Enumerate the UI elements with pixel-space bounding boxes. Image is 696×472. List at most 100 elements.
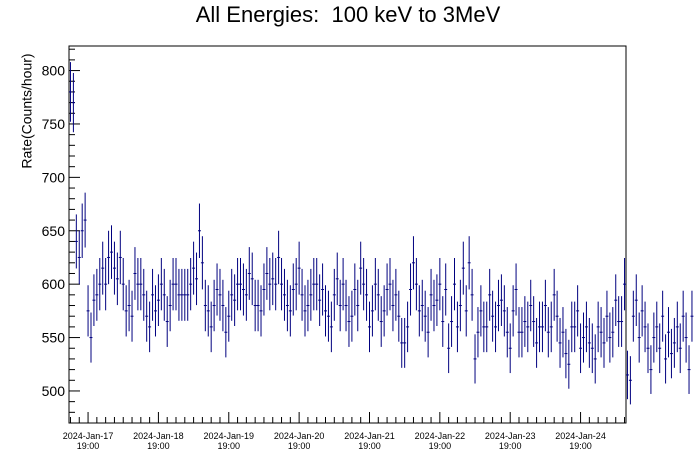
x-tick-label-time: 19:00 [288,441,311,451]
data-point [174,258,178,311]
data-point [139,258,143,311]
data-point [453,258,456,311]
data-point [397,290,401,342]
data-point [602,317,606,368]
data-point [195,252,198,306]
data-point [89,312,93,363]
data-point [502,285,506,337]
x-tick-label-time: 19:00 [569,441,592,451]
data-point [329,301,333,353]
data-point [180,268,184,321]
data-point [520,307,524,358]
data-point [491,290,495,342]
data-point [233,274,237,327]
data-point [197,203,201,258]
data-point [661,290,665,342]
x-tick-label-time: 19:00 [77,441,100,451]
data-point [283,268,286,321]
data-point [159,258,163,311]
data-point [382,285,386,337]
data-point [626,350,629,400]
data-point [142,268,146,321]
data-point [362,258,366,311]
data-point [376,268,380,321]
data-point [429,268,433,321]
data-point [584,301,588,353]
data-point [470,268,474,321]
data-point [655,301,659,353]
data-point [561,307,565,358]
data-point [505,307,509,358]
data-point [256,279,260,332]
data-point [435,274,439,327]
data-point [432,279,436,332]
data-point [154,285,157,337]
x-axis: 2024-Jan-1719:002024-Jan-1819:002024-Jan… [63,412,626,451]
data-point [221,279,225,332]
data-point [582,312,585,363]
data-point [485,301,489,353]
data-point [177,268,181,321]
data-point [494,301,498,353]
y-tick-label: 700 [42,169,66,185]
data-point [414,258,418,311]
data-point [124,285,128,337]
data-point [684,312,688,363]
data-point [324,285,327,337]
data-point [326,290,330,342]
data-point [646,323,650,374]
data-point [394,268,398,321]
data-point [115,252,119,306]
data-point [385,263,389,316]
data-point [98,258,102,311]
data-point [590,323,594,374]
data-point [623,258,626,311]
data-point [121,258,125,311]
data-point [297,241,301,295]
data-point [681,290,685,342]
data-point [309,268,313,321]
data-point [497,279,500,332]
data-point [576,285,580,337]
x-tick-label-date: 2024-Jan-21 [344,431,395,441]
data-point [417,285,421,337]
data-point [391,279,395,332]
data-point [291,263,295,316]
data-point [473,334,477,384]
data-point [599,307,603,358]
data-point [277,230,281,285]
data-point [80,203,84,258]
x-tick-label-date: 2024-Jan-23 [485,431,536,441]
data-point [356,279,360,332]
data-point [438,258,442,311]
chart-title: All Energies: 100 keV to 3MeV [195,2,501,27]
data-point [411,236,415,290]
data-point [400,317,404,368]
data-point [268,258,272,311]
data-point [344,279,348,332]
y-tick-label: 500 [42,383,66,399]
data-point [482,301,486,353]
data-point [514,263,518,316]
data-point [643,301,647,353]
data-point [538,301,541,353]
data-point [206,285,210,337]
data-point [312,258,316,311]
data-point [403,317,407,368]
data-point [148,301,152,353]
data-point [441,296,445,347]
data-point [388,258,392,311]
x-tick-label-date: 2024-Jan-24 [555,431,606,441]
data-point [593,334,597,384]
data-point [332,268,336,321]
data-point [540,301,544,353]
data-point [347,296,351,347]
data-point [294,258,298,311]
data-point [675,301,679,353]
data-point [156,274,160,327]
data-point [77,230,81,285]
x-tick-label-date: 2024-Jan-18 [133,431,184,441]
data-point [447,323,451,374]
data-point [558,317,562,368]
data-point [265,247,269,300]
